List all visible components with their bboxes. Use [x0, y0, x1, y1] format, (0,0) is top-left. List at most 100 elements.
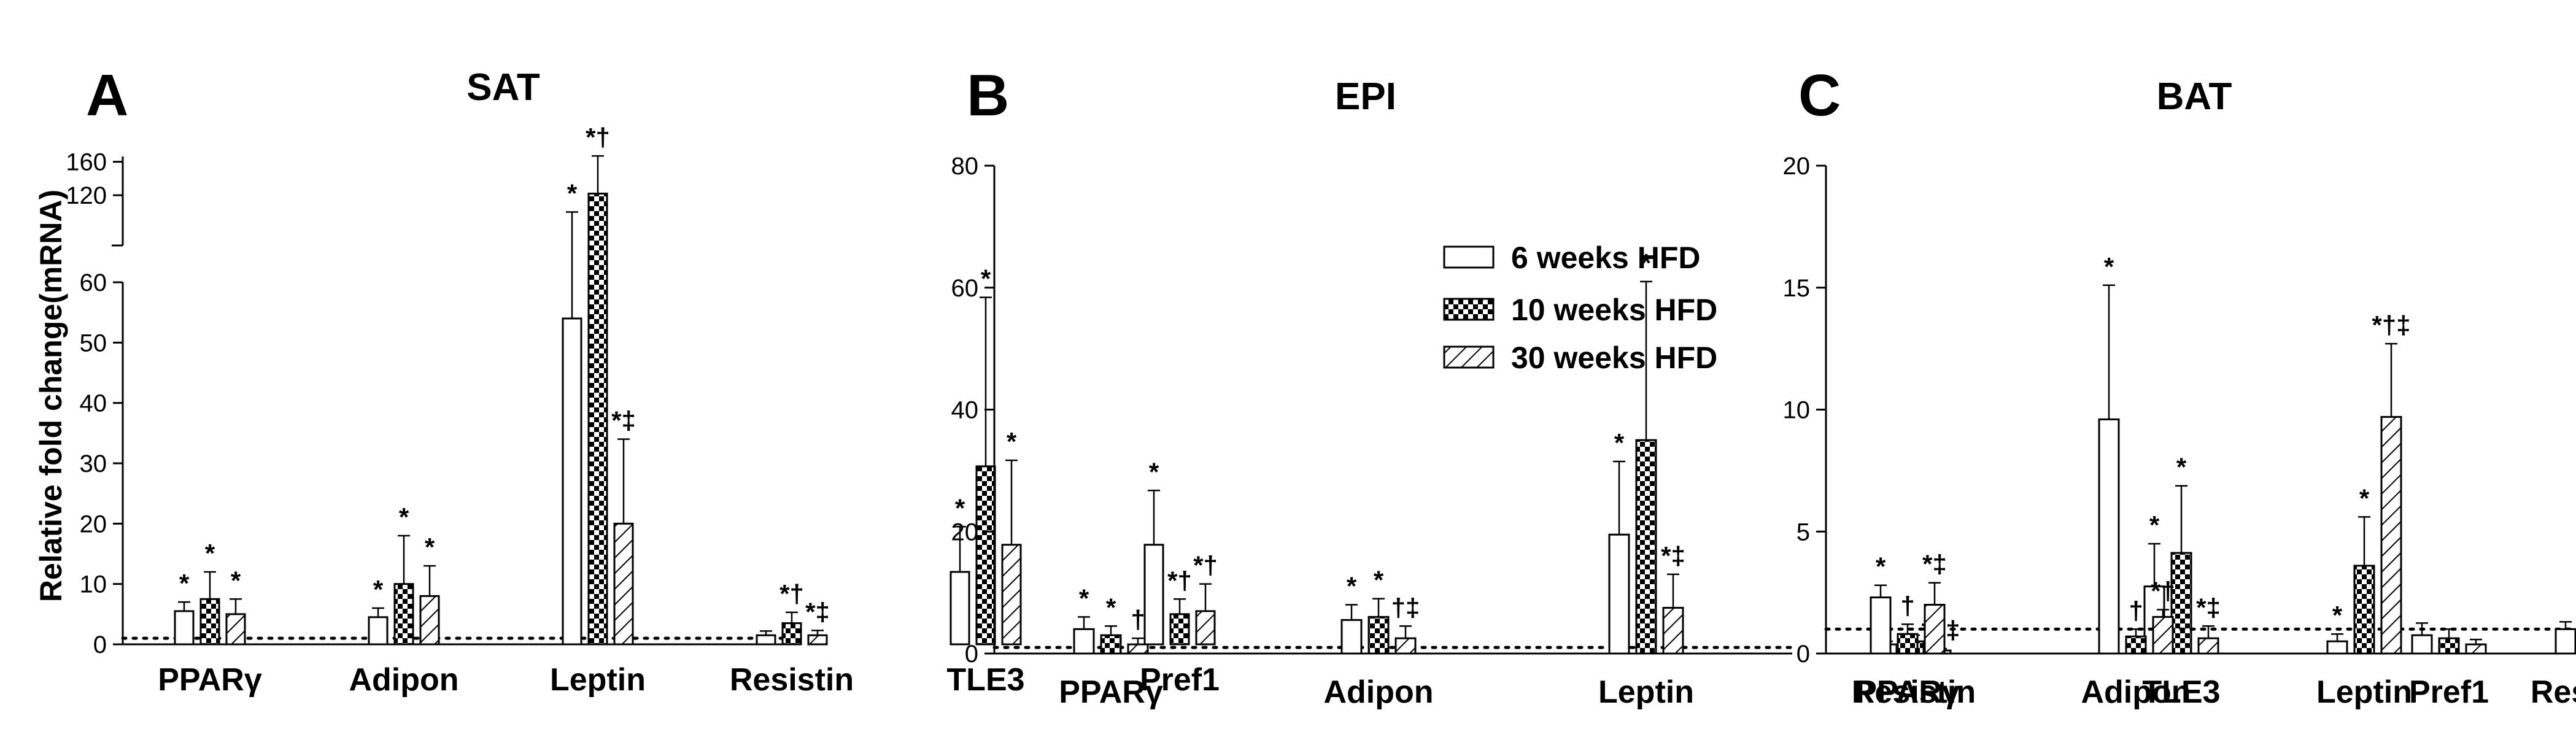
significance-label: * [399, 503, 409, 531]
significance-label: *‡ [2196, 593, 2221, 622]
bar-10-weeks [2125, 635, 2147, 655]
bar-30-weeks [2465, 643, 2487, 655]
significance-label: * [2149, 511, 2160, 539]
bar-6-weeks [1073, 628, 1095, 655]
bar-6-weeks [2098, 418, 2120, 655]
significance-label: * [179, 569, 190, 598]
y-tick-label: 30 [80, 450, 107, 477]
panel-letter: C [1798, 63, 1841, 128]
bar-30-weeks [613, 522, 634, 646]
significance-label: * [955, 493, 965, 522]
bar-30-weeks [225, 613, 246, 646]
bar-10-weeks [393, 583, 414, 646]
x-tick-label: Resistin [1852, 674, 1976, 710]
legend-swatch-6-weeks [1443, 245, 1495, 269]
panel-letter: A [86, 63, 128, 128]
bar-6-weeks [950, 571, 970, 646]
bar-10-weeks [975, 465, 996, 646]
bar-6-weeks [756, 634, 776, 646]
bar-30-weeks [1924, 604, 1946, 655]
x-tick-label: Adipon [1323, 674, 1433, 710]
bar-30-weeks [2380, 415, 2402, 655]
panel-title: SAT [466, 66, 540, 109]
y-tick-label: 15 [1783, 275, 1811, 302]
significance-label: * [2104, 252, 2114, 281]
bar-10-weeks [2438, 637, 2460, 655]
bar-30-weeks [2197, 637, 2219, 655]
y-tick-label: 40 [80, 390, 107, 417]
y-tick-label: 160 [66, 149, 107, 176]
significance-label: * [981, 264, 991, 293]
legend-label: 10 weeks HFD [1511, 293, 1717, 327]
y-tick-label: 0 [1797, 641, 1810, 668]
bar-30-weeks [2152, 615, 2174, 655]
bar-10-weeks [199, 598, 220, 646]
bar-6-weeks [1143, 544, 1164, 646]
x-tick-label: PPARγ [1855, 674, 1960, 710]
significance-label: * [1374, 566, 1384, 595]
x-tick-label: PPARγ [158, 662, 262, 698]
significance-label: † [1900, 591, 1914, 620]
bar-10-weeks [1635, 439, 1657, 655]
bar-6-weeks [2555, 628, 2576, 655]
x-tick-label: Leptin [550, 662, 646, 698]
x-tick-label: TLE3 [946, 662, 1024, 698]
legend-label: 30 weeks HFD [1511, 341, 1717, 375]
significance-label: *† [1167, 566, 1192, 595]
significance-label: † [2129, 596, 2143, 625]
significance-label: *† [779, 579, 804, 608]
bar-6-weeks [562, 317, 582, 646]
y-tick-label: 0 [965, 641, 978, 668]
significance-label: * [373, 575, 384, 604]
bar-6-weeks [2411, 634, 2433, 655]
x-tick-label: Pref1 [2409, 674, 2489, 710]
significance-label: * [2176, 453, 2187, 482]
bar-6-weeks [1870, 596, 1892, 655]
y-axis-label: Relative fold change(mRNA) [34, 190, 68, 602]
significance-label: * [231, 566, 241, 595]
significance-label: * [1614, 428, 1625, 457]
x-tick-label: PPARγ [1059, 674, 1163, 710]
bar-10-weeks [1169, 613, 1190, 646]
bar-10-weeks [1100, 634, 1122, 655]
significance-label: * [425, 533, 435, 561]
y-tick-label: 80 [951, 153, 979, 180]
legend-swatch-10-weeks [1443, 298, 1495, 321]
bar-6-weeks [368, 616, 389, 646]
y-tick-label: 60 [951, 275, 979, 302]
legend: 6 weeks HFD 10 weeks HFD 30 weeks HFD [1443, 241, 1717, 375]
significance-label: * [567, 179, 578, 207]
bar-10-weeks [1367, 615, 1390, 655]
bar-6-weeks [1340, 619, 1363, 655]
bar-30-weeks [1001, 544, 1022, 646]
significance-label: *‡ [805, 597, 830, 626]
y-tick-label: 20 [1783, 153, 1811, 180]
significance-label: *‡ [1661, 541, 1685, 570]
significance-label: *† [1193, 551, 1218, 580]
y-tick-label: 50 [80, 330, 107, 357]
significance-label: *† [586, 123, 610, 152]
significance-label: *†‡ [2372, 310, 2410, 339]
x-tick-label: Resistin [730, 662, 854, 698]
significance-label: * [1876, 552, 1886, 581]
bar-10-weeks [781, 622, 802, 646]
bar-6-weeks [1608, 533, 1630, 655]
significance-label: † [1131, 605, 1145, 634]
panel-letter: B [967, 63, 1009, 128]
y-tick-label: 0 [93, 631, 107, 658]
bar-30-weeks [1127, 643, 1149, 655]
x-tick-label: Leptin [2316, 674, 2412, 710]
x-tick-label: Adipon [349, 662, 458, 698]
x-tick-label: Leptin [1598, 674, 1694, 710]
panel-title: EPI [1335, 75, 1396, 118]
significance-label: * [1641, 249, 1652, 277]
y-tick-label: 40 [951, 397, 979, 424]
bar-30-weeks [1662, 606, 1684, 655]
significance-label: †‡ [1391, 593, 1420, 622]
significance-label: * [1106, 593, 1116, 622]
bar-10-weeks [587, 192, 608, 646]
y-tick-label: 10 [1783, 397, 1811, 424]
